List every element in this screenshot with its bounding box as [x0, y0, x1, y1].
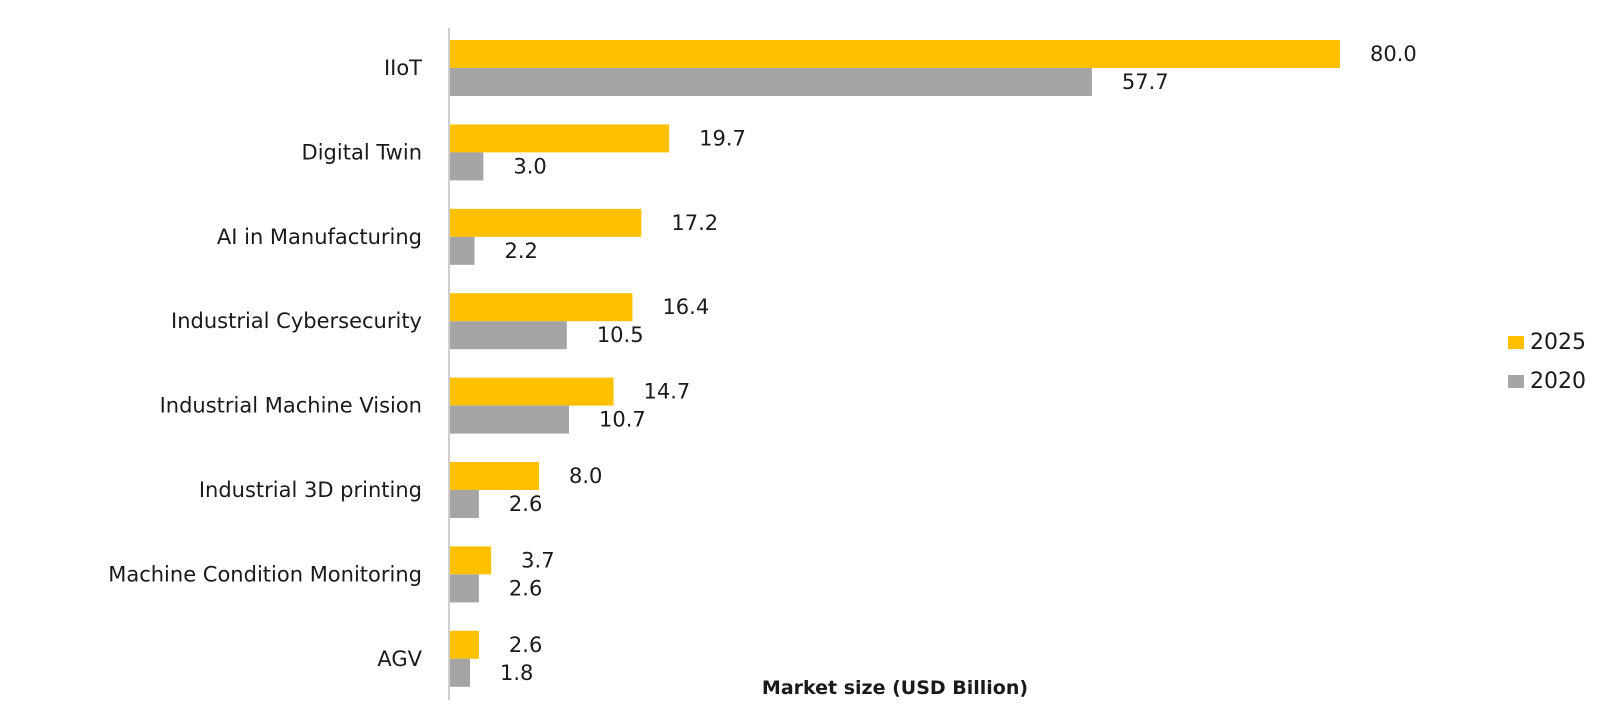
- x-axis-title: Market size (USD Billion): [762, 677, 1028, 699]
- bar-2025-industrial-cybersecurity: [450, 293, 633, 322]
- bar-2020-agv: [450, 658, 471, 687]
- category-label-industrial-cybersecurity: Industrial Cybersecurity: [171, 309, 422, 333]
- bar-2020-iiot: [450, 68, 1092, 96]
- value-label-2020-digital-twin: 3.0: [513, 154, 546, 178]
- value-label-2020-iiot: 57.7: [1122, 70, 1169, 94]
- category-label-ai-in-manufacturing: AI in Manufacturing: [217, 225, 422, 249]
- value-label-2020-industrial-machine-vision: 10.7: [599, 408, 646, 432]
- value-label-2020-ai-in-manufacturing: 2.2: [504, 239, 537, 263]
- bar-2020-digital-twin: [450, 152, 484, 181]
- value-label-2025-industrial-machine-vision: 14.7: [644, 380, 691, 404]
- bar-2020-industrial-3d-printing: [450, 490, 479, 518]
- bar-2020-industrial-machine-vision: [450, 405, 570, 434]
- bar-2020-machine-condition-monitoring: [450, 574, 479, 603]
- value-label-2025-industrial-3d-printing: 8.0: [569, 464, 602, 488]
- category-label-digital-twin: Digital Twin: [302, 140, 422, 164]
- bar-2025-iiot: [450, 40, 1340, 68]
- category-label-industrial-machine-vision: Industrial Machine Vision: [160, 394, 422, 418]
- value-label-2020-agv: 1.8: [500, 661, 533, 685]
- value-label-2025-agv: 2.6: [509, 633, 542, 657]
- value-label-2025-industrial-cybersecurity: 16.4: [662, 295, 709, 319]
- bar-2020-industrial-cybersecurity: [450, 321, 567, 350]
- bar-2025-ai-in-manufacturing: [450, 208, 642, 237]
- bar-2025-digital-twin: [450, 124, 670, 153]
- legend-swatch-2025: [1508, 336, 1524, 349]
- value-label-2025-machine-condition-monitoring: 3.7: [521, 548, 554, 572]
- value-label-2020-industrial-cybersecurity: 10.5: [597, 323, 644, 347]
- legend-label-2025: 2025: [1530, 330, 1586, 355]
- bar-2025-machine-condition-monitoring: [450, 546, 492, 575]
- value-label-2025-digital-twin: 19.7: [699, 126, 746, 150]
- value-label-2025-iiot: 80.0: [1370, 42, 1417, 66]
- legend-label-2020: 2020: [1530, 369, 1586, 394]
- category-label-machine-condition-monitoring: Machine Condition Monitoring: [108, 562, 422, 586]
- value-label-2025-ai-in-manufacturing: 17.2: [671, 211, 718, 235]
- bars-group: [450, 40, 1340, 687]
- category-label-agv: AGV: [377, 647, 422, 671]
- bar-2025-industrial-machine-vision: [450, 377, 614, 406]
- bar-2025-industrial-3d-printing: [450, 462, 539, 490]
- legend-swatch-2020: [1508, 375, 1524, 388]
- value-labels-group: 80.0 57.7 19.7 3.0 17.2 2.2 16.4 10.5 14.7 10.7 8.…: [500, 42, 1417, 685]
- legend: 2025 2020: [1508, 330, 1586, 394]
- category-label-iiot: IIoT: [384, 56, 422, 80]
- bar-2020-ai-in-manufacturing: [450, 236, 475, 265]
- category-labels-group: IIoT Digital Twin AI in Manufacturing Indus…: [108, 56, 422, 671]
- category-label-industrial-3d-printing: Industrial 3D printing: [199, 478, 422, 502]
- value-label-2020-machine-condition-monitoring: 2.6: [509, 576, 542, 600]
- bar-2025-agv: [450, 630, 479, 659]
- value-label-2020-industrial-3d-printing: 2.6: [509, 492, 542, 516]
